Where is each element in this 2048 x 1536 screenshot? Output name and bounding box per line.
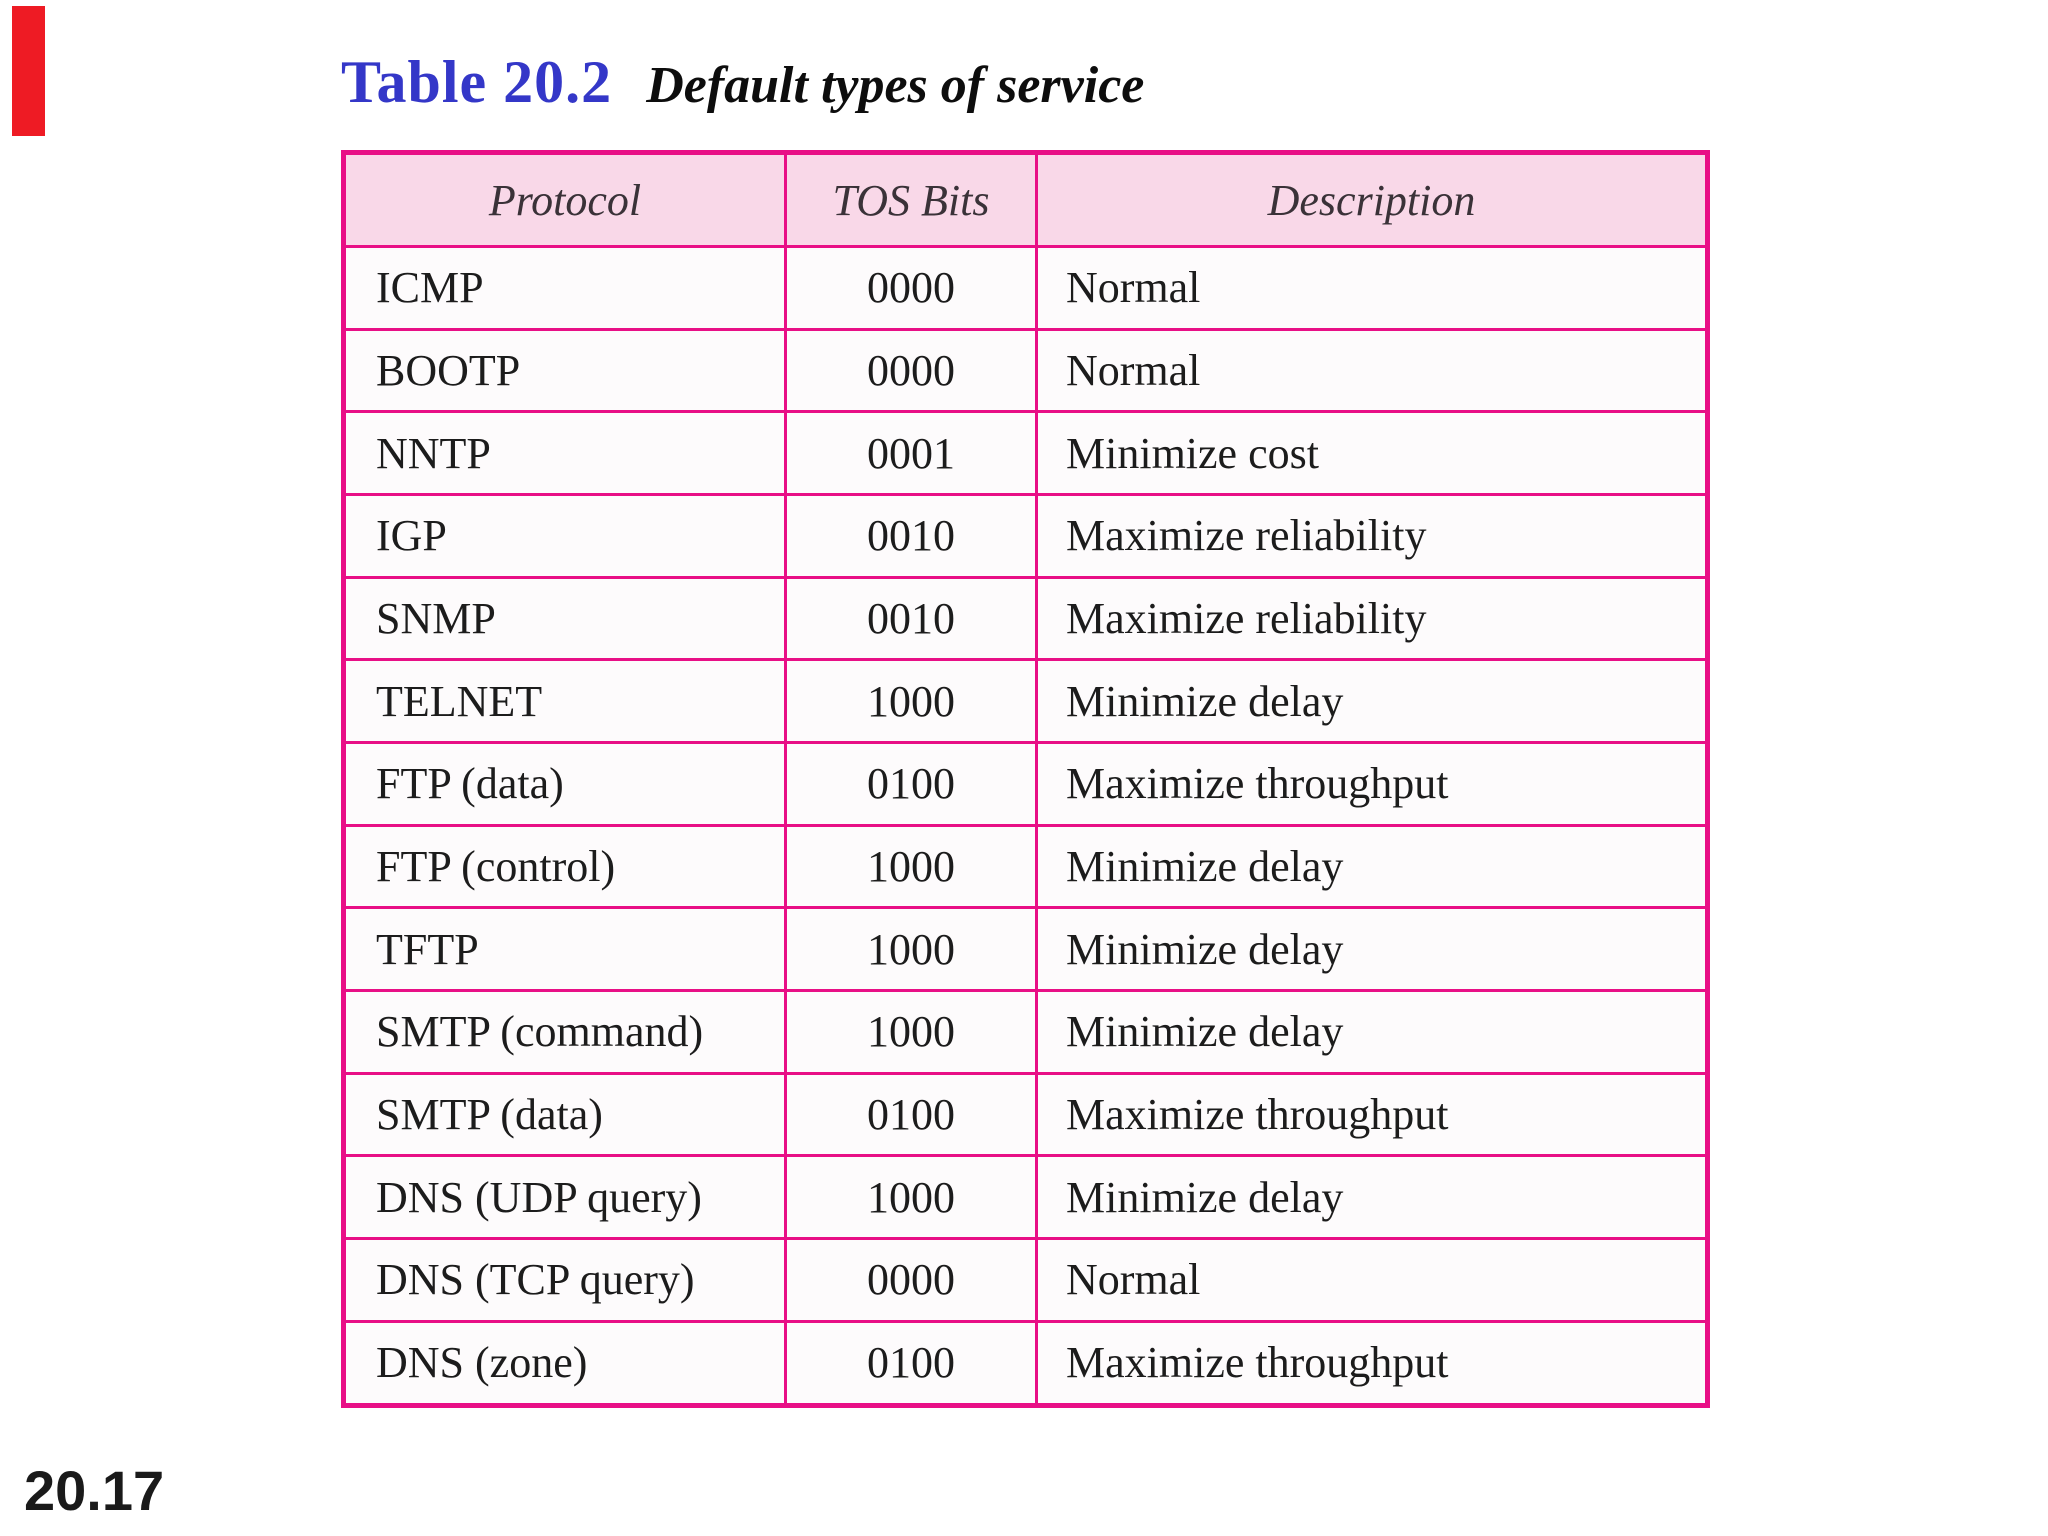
description-cell: Maximize throughput [1035, 1071, 1709, 1158]
table-row: TELNET 1000 Minimize delay [342, 658, 1709, 745]
table-row: DNS (TCP query) 0000 Normal [342, 1237, 1709, 1323]
description-cell: Minimize delay [1035, 658, 1709, 745]
description-cell: Normal [1035, 245, 1709, 331]
protocol-cell: TELNET [342, 658, 787, 745]
table-body: ICMP 0000 Normal BOOTP 0000 Normal NNTP … [342, 245, 1709, 1408]
tos-bits-cell: 0001 [784, 410, 1038, 497]
description-cell: Normal [1035, 327, 1709, 414]
protocol-cell: DNS (TCP query) [342, 1237, 787, 1323]
description-cell: Maximize reliability [1035, 493, 1709, 579]
table-row: DNS (UDP query) 1000 Minimize delay [342, 1154, 1709, 1241]
tos-bits-cell: 0010 [784, 493, 1038, 579]
table-row: DNS (zone) 0100 Maximize throughput [342, 1319, 1709, 1408]
table-row: FTP (data) 0100 Maximize throughput [342, 741, 1709, 827]
tos-bits-cell: 1000 [784, 823, 1038, 910]
description-cell: Normal [1035, 1237, 1709, 1323]
tos-bits-cell: 0000 [784, 245, 1038, 331]
table-row: FTP (control) 1000 Minimize delay [342, 823, 1709, 910]
description-cell: Maximize reliability [1035, 575, 1709, 662]
protocol-cell: SNMP [342, 575, 787, 662]
protocol-cell: DNS (zone) [342, 1319, 787, 1408]
description-cell: Minimize delay [1035, 906, 1709, 993]
tos-bits-cell: 0100 [784, 741, 1038, 827]
description-cell: Minimize delay [1035, 989, 1709, 1075]
page-number: 20.17 [24, 1459, 165, 1522]
table-header-row: Protocol TOS Bits Description [342, 151, 1709, 248]
protocol-cell: NNTP [342, 410, 787, 497]
description-cell: Maximize throughput [1035, 1319, 1709, 1408]
table-row: ICMP 0000 Normal [342, 245, 1709, 331]
protocol-cell: TFTP [342, 906, 787, 993]
protocol-cell: IGP [342, 493, 787, 579]
tos-bits-cell: 1000 [784, 1154, 1038, 1241]
table-row: TFTP 1000 Minimize delay [342, 906, 1709, 993]
table-row: BOOTP 0000 Normal [342, 327, 1709, 414]
slide-accent-bar [12, 6, 45, 136]
protocol-cell: BOOTP [342, 327, 787, 414]
table-caption: Default types of service [646, 57, 1145, 114]
tos-bits-cell: 1000 [784, 658, 1038, 745]
column-header-protocol: Protocol [342, 151, 787, 248]
column-header-description: Description [1035, 151, 1709, 248]
protocol-cell: SMTP (data) [342, 1071, 787, 1158]
protocol-cell: SMTP (command) [342, 989, 787, 1075]
tos-bits-cell: 0100 [784, 1319, 1038, 1408]
tos-bits-cell: 0000 [784, 1237, 1038, 1323]
slide-title: Table 20.2 Default types of service [341, 48, 1144, 117]
description-cell: Minimize delay [1035, 1154, 1709, 1241]
table-row: SMTP (command) 1000 Minimize delay [342, 989, 1709, 1075]
tos-bits-cell: 1000 [784, 989, 1038, 1075]
table-row: NNTP 0001 Minimize cost [342, 410, 1709, 497]
protocol-cell: FTP (data) [342, 741, 787, 827]
tos-bits-cell: 0000 [784, 327, 1038, 414]
description-cell: Maximize throughput [1035, 741, 1709, 827]
table-row: IGP 0010 Maximize reliability [342, 493, 1709, 579]
tos-table: Protocol TOS Bits Description ICMP 0000 … [341, 150, 1710, 1408]
description-cell: Minimize cost [1035, 410, 1709, 497]
table-number: Table 20.2 [341, 49, 613, 115]
protocol-cell: ICMP [342, 245, 787, 331]
tos-bits-cell: 1000 [784, 906, 1038, 993]
protocol-cell: FTP (control) [342, 823, 787, 910]
table-row: SNMP 0010 Maximize reliability [342, 575, 1709, 662]
description-cell: Minimize delay [1035, 823, 1709, 910]
protocol-cell: DNS (UDP query) [342, 1154, 787, 1241]
table-row: SMTP (data) 0100 Maximize throughput [342, 1071, 1709, 1158]
tos-bits-cell: 0100 [784, 1071, 1038, 1158]
column-header-tos-bits: TOS Bits [784, 151, 1038, 248]
tos-bits-cell: 0010 [784, 575, 1038, 662]
